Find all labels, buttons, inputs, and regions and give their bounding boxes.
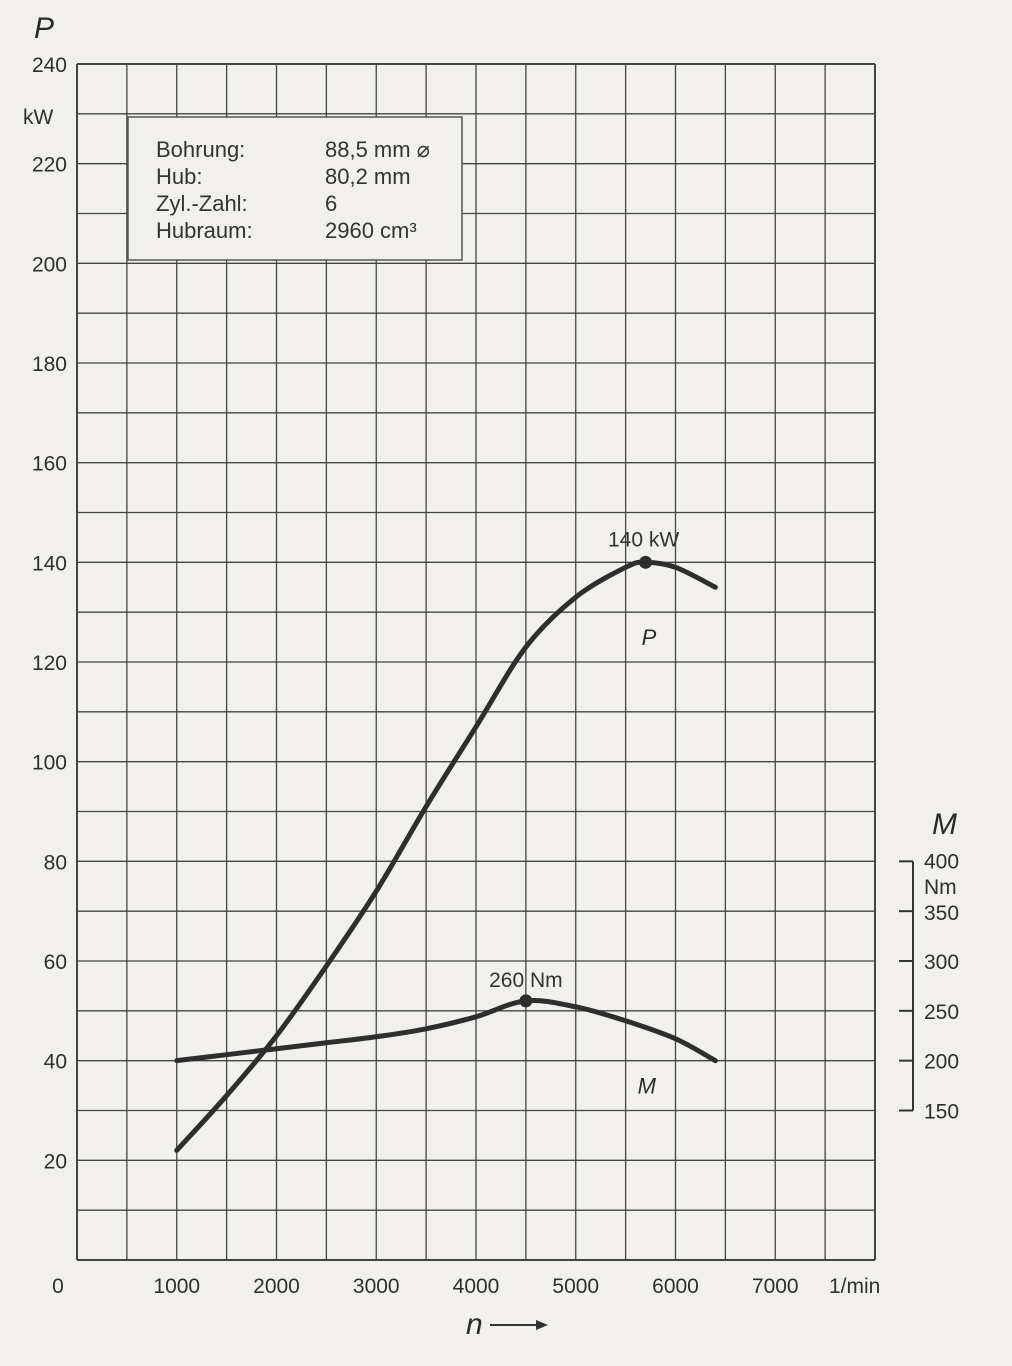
grid [76,63,876,1261]
info-key-bore: Bohrung: [156,137,245,162]
info-box-background [127,116,463,261]
y-left-tick-label: 80 [44,851,67,874]
y-left-tick-label: 220 [32,154,67,177]
y-right-tick-label: 300 [924,951,959,974]
power-curve [174,559,718,1153]
y-right-tick-label: 250 [924,1001,959,1024]
x-tick-label: 5000 [552,1275,599,1298]
x-tick-label: 7000 [752,1275,799,1298]
x-axis-unit: 1/min [829,1275,880,1298]
info-value-bore: 88,5 mm ⌀ [325,137,430,162]
y-left-tick-label: 180 [32,353,67,376]
power-curve-label: P [642,625,657,650]
engine-info-box: Bohrung: 88,5 mm ⌀ Hub: 80,2 mm Zyl.-Zah… [127,116,463,261]
x-tick-label: 3000 [353,1275,400,1298]
info-value-displacement: 2960 cm³ [325,218,417,243]
x-axis-arrow-icon [490,1320,548,1330]
x-tick-label: 1000 [153,1275,200,1298]
y-left-tick-label: 120 [32,652,67,675]
y-left-axis-unit: kW [23,106,54,129]
y-right-tick-label: 150 [924,1101,959,1124]
y-right-tick-label: 400 [924,850,959,873]
y-left-tick-label: 100 [32,752,67,775]
power-peak-marker [639,555,653,569]
y-left-tick-label: 40 [44,1051,67,1074]
y-left-tick-label: 160 [32,453,67,476]
y-left-tick-label: 20 [44,1150,67,1173]
y-left-axis-label: P [34,12,54,45]
power-peak-label: 140 kW [608,528,679,551]
y-right-axis-label: M [932,808,957,841]
x-tick-label: 6000 [652,1275,699,1298]
torque-peak-label: 260 Nm [489,969,563,992]
y-left-tick-label: 60 [44,951,67,974]
x-axis-origin-label: 0 [52,1275,64,1298]
info-key-displacement: Hubraum: [156,218,253,243]
torque-peak-marker [519,994,533,1008]
torque-curve-label: M [638,1074,657,1099]
torque-curve [174,998,718,1064]
x-tick-label: 4000 [453,1275,500,1298]
tick-labels: 1000 2000 3000 4000 5000 6000 7000204060801001… [32,54,959,1298]
y-left-tick-label: 140 [32,552,67,575]
x-axis-label: n [466,1308,483,1341]
y-right-tick-label: 200 [924,1051,959,1074]
info-key-stroke: Hub: [156,164,202,189]
info-key-cylinders: Zyl.-Zahl: [156,191,248,216]
y-left-tick-label: 200 [32,253,67,276]
info-value-cylinders: 6 [325,191,337,216]
data-series [174,555,718,1153]
info-value-stroke: 80,2 mm [325,164,411,189]
x-tick-label: 2000 [253,1275,300,1298]
y-left-tick-label: 240 [32,54,67,77]
y-right-tick-label: 350 [924,902,959,925]
axes [899,860,914,1112]
y-right-axis-unit: Nm [924,876,957,899]
